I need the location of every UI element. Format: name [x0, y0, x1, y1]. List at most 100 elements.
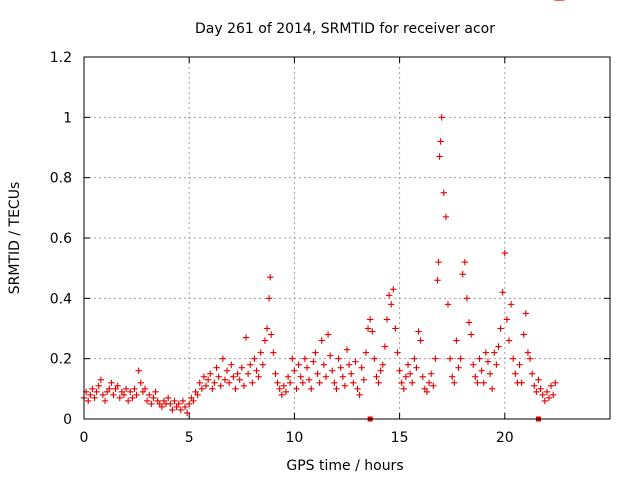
- data-point: [356, 391, 363, 399]
- data-point: [425, 379, 433, 386]
- data-point: [354, 385, 361, 393]
- data-point: [345, 361, 353, 368]
- data-point: [474, 379, 481, 386]
- data-point: [512, 370, 519, 377]
- data-point: [423, 388, 431, 396]
- data-point: [516, 361, 523, 368]
- data-point: [371, 355, 378, 362]
- data-point: [329, 367, 336, 374]
- data-point: [196, 379, 203, 386]
- data-point: [116, 394, 123, 402]
- data-point: [541, 397, 548, 405]
- data-point: [377, 367, 384, 374]
- data-point: [402, 373, 410, 380]
- data-point: [289, 355, 296, 362]
- data-point: [396, 367, 403, 374]
- data-point: [305, 376, 313, 383]
- data-point: [324, 331, 332, 338]
- data-point: [461, 258, 469, 266]
- data-point: [510, 355, 517, 362]
- data-point: [183, 409, 191, 417]
- data-point: [215, 373, 222, 380]
- data-point: [181, 403, 189, 411]
- data-point: [268, 331, 275, 338]
- data-point: [261, 337, 269, 344]
- data-point: [280, 382, 288, 390]
- data-point: [291, 367, 298, 374]
- data-point: [120, 391, 128, 399]
- data-point: [282, 388, 290, 396]
- data-point: [480, 379, 487, 386]
- data-point: [535, 376, 542, 383]
- data-point: [501, 249, 508, 257]
- data-point: [124, 397, 132, 405]
- data-point: [497, 325, 504, 332]
- chart-title: Day 261 of 2014, SRMTID for receiver aco…: [195, 21, 495, 37]
- data-point: [270, 349, 277, 356]
- data-point: [312, 349, 319, 356]
- data-point: [499, 289, 506, 296]
- y-tick-label: 0: [63, 412, 72, 428]
- data-point: [190, 397, 197, 405]
- data-point: [411, 355, 418, 362]
- data-point: [110, 391, 117, 399]
- data-point: [278, 391, 285, 399]
- data-point: [141, 385, 149, 393]
- data-point: [301, 355, 309, 362]
- data-point: [341, 382, 349, 390]
- data-point: [143, 397, 151, 405]
- data-point: [219, 355, 227, 362]
- x-axis-label: GPS time / hours: [286, 458, 403, 474]
- data-point: [204, 376, 212, 383]
- data-point: [404, 361, 412, 368]
- data-point: [392, 325, 399, 332]
- data-point: [486, 370, 494, 377]
- data-point: [444, 301, 452, 308]
- data-point: [272, 370, 279, 377]
- data-point: [101, 397, 109, 405]
- data-point: [135, 367, 142, 374]
- data-point: [259, 361, 267, 368]
- data-point: [507, 301, 515, 308]
- data-point: [200, 373, 208, 380]
- data-point: [427, 370, 435, 377]
- data-point: [381, 343, 389, 350]
- data-point: [467, 331, 475, 338]
- y-tick-label: 1: [63, 110, 72, 126]
- data-point: [297, 373, 304, 380]
- data-point: [524, 349, 532, 356]
- data-point: [171, 397, 178, 405]
- data-point: [430, 382, 437, 390]
- data-point: [339, 373, 346, 380]
- data-point: [543, 388, 551, 396]
- data-point: [437, 138, 444, 145]
- data-point: [87, 391, 94, 399]
- data-point: [244, 370, 252, 377]
- data-point: [276, 385, 283, 393]
- data-point: [457, 355, 464, 362]
- data-point: [169, 406, 176, 414]
- data-point: [316, 379, 323, 386]
- data-point: [194, 391, 201, 399]
- data-point: [493, 361, 500, 368]
- data-point: [432, 355, 439, 362]
- data-point: [476, 355, 483, 362]
- data-point: [93, 388, 100, 396]
- data-point: [417, 337, 424, 344]
- data-point: [247, 361, 254, 368]
- x-tick-label: 0: [80, 430, 89, 446]
- x-tick-label: 20: [496, 430, 514, 446]
- data-point: [238, 364, 245, 371]
- y-tick-label: 0.2: [50, 352, 72, 368]
- data-point: [491, 349, 498, 356]
- data-point: [91, 394, 98, 402]
- data-point: [453, 337, 460, 344]
- data-point: [463, 295, 471, 302]
- data-point: [265, 295, 273, 302]
- data-point: [320, 361, 328, 368]
- data-point: [482, 349, 490, 356]
- data-point: [253, 367, 260, 374]
- data-point: [148, 400, 155, 408]
- data-point: [99, 391, 107, 399]
- data-point: [263, 325, 271, 332]
